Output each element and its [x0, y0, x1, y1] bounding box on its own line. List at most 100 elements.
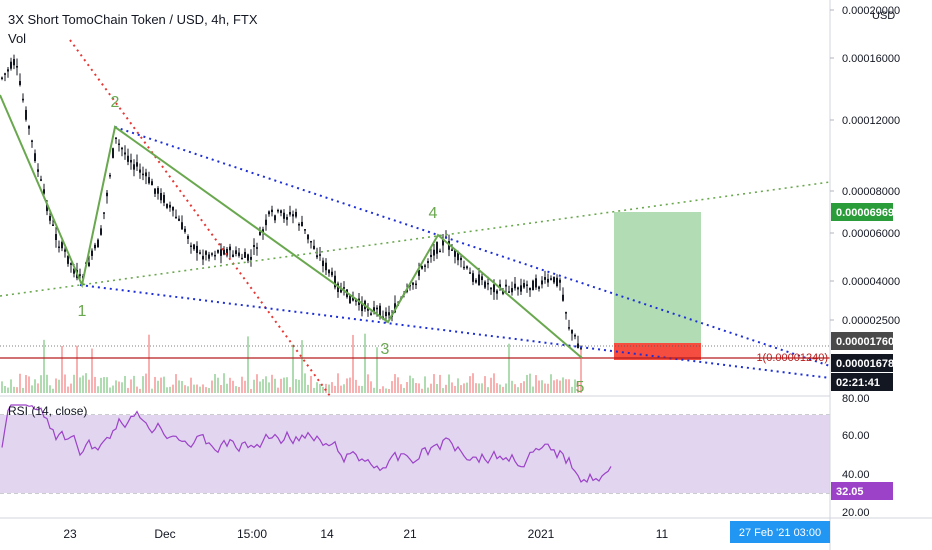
- rsi-line: [1, 404, 612, 483]
- volume-bar: [232, 380, 234, 393]
- volume-bar: [49, 385, 51, 393]
- volume-bar: [376, 347, 378, 393]
- wave-label-1: 1: [78, 303, 87, 320]
- volume-bar: [28, 376, 30, 393]
- candle-body: [157, 188, 159, 194]
- volume-bar: [142, 376, 144, 393]
- candle-body: [178, 218, 180, 221]
- volume-bar: [415, 383, 417, 393]
- volume-bar: [274, 378, 276, 393]
- volume-bar: [373, 387, 375, 393]
- candle-body: [376, 307, 378, 310]
- candle-body: [319, 254, 321, 256]
- volume-bar: [139, 388, 141, 393]
- candle-body: [289, 212, 291, 215]
- volume-label: Vol: [8, 31, 27, 46]
- volume-bar: [268, 382, 270, 393]
- candle-body: [67, 255, 69, 264]
- candle-body: [385, 311, 387, 317]
- rsi-tick-label: 80.00: [842, 393, 870, 405]
- elliott-wave-line: [0, 94, 583, 359]
- volume-bar: [505, 383, 507, 393]
- volume-bar: [421, 388, 423, 393]
- volume-bar: [250, 388, 252, 393]
- volume-bar: [235, 386, 237, 393]
- candle-body: [70, 263, 72, 265]
- volume-bar: [286, 377, 288, 393]
- y-tick-label: 0.00002500: [842, 315, 900, 327]
- volume-bar: [523, 381, 525, 393]
- volume-bar: [256, 374, 258, 393]
- volume-bar: [343, 384, 345, 393]
- candle-body: [499, 284, 501, 289]
- candle-body: [310, 240, 312, 243]
- volume-bar: [127, 387, 129, 393]
- volume-bar: [577, 382, 579, 393]
- volume-bar: [439, 374, 441, 393]
- volume-bar: [556, 379, 558, 393]
- candle-body: [433, 249, 435, 256]
- volume-bar: [115, 380, 117, 393]
- candle-body: [64, 249, 66, 252]
- volume-bar: [133, 375, 135, 393]
- candle-body: [508, 291, 510, 293]
- volume-bar: [109, 387, 111, 393]
- candle-body: [361, 303, 363, 312]
- candle-body: [277, 209, 279, 212]
- volume-bar: [511, 380, 513, 393]
- volume-bar: [163, 376, 165, 393]
- volume-bar: [466, 382, 468, 393]
- candle-body: [505, 284, 507, 287]
- candle-body: [529, 287, 531, 291]
- volume-bar: [154, 376, 156, 393]
- volume-bar: [19, 373, 21, 393]
- volume-bar: [568, 379, 570, 393]
- candle-body: [148, 177, 150, 184]
- volume-bar: [4, 386, 6, 393]
- volume-bar: [397, 377, 399, 393]
- candle-body: [280, 210, 282, 213]
- volume-bar: [223, 373, 225, 393]
- volume-bar: [271, 374, 273, 393]
- volume-bar: [490, 377, 492, 393]
- y-tick-label: 0.00020000: [842, 5, 900, 17]
- volume-bar: [403, 387, 405, 393]
- candle-body: [250, 256, 252, 260]
- candle-body: [16, 66, 18, 68]
- last-price-tag: [831, 354, 893, 372]
- candle-body: [223, 249, 225, 255]
- rsi-line-group: [1, 404, 612, 483]
- candle-body: [103, 212, 105, 214]
- currency-label: USD: [872, 10, 896, 22]
- candle-body: [43, 189, 45, 194]
- candle-body: [37, 169, 39, 172]
- volume-bar: [496, 383, 498, 393]
- candle-body: [4, 73, 6, 75]
- volume-bar: [562, 377, 564, 393]
- volume-bar: [469, 376, 471, 393]
- candle-body: [115, 137, 117, 139]
- volume-bar: [148, 334, 150, 393]
- volume-bar: [559, 380, 561, 393]
- candle-body: [199, 252, 201, 254]
- x-tick-label: 23: [63, 527, 77, 541]
- candle-body: [154, 188, 156, 194]
- candle-body: [217, 250, 219, 253]
- candle-body: [40, 179, 42, 181]
- volume-bar: [493, 373, 495, 393]
- volume-bar: [124, 375, 126, 393]
- candle-body: [121, 147, 123, 150]
- volume-bar: [550, 374, 552, 393]
- candle-body: [34, 153, 36, 162]
- candle-body: [88, 262, 90, 266]
- volume-bar: [319, 384, 321, 393]
- volume-bar: [454, 385, 456, 393]
- candle-body: [235, 250, 237, 254]
- candle-body: [388, 312, 390, 316]
- candle-body: [187, 236, 189, 239]
- candle-body: [475, 279, 477, 283]
- volume-bar: [520, 383, 522, 393]
- volume-bar: [184, 385, 186, 393]
- candle-body: [94, 244, 96, 249]
